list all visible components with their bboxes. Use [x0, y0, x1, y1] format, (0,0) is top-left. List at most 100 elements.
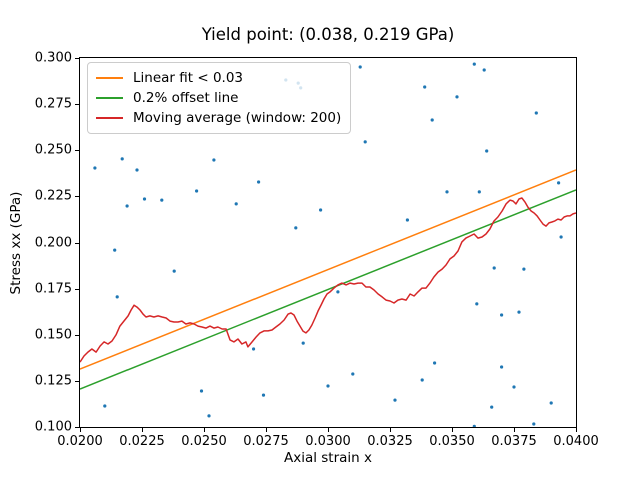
scatter-point: [115, 295, 119, 299]
scatter-point: [113, 248, 117, 252]
scatter-point: [490, 405, 494, 409]
scatter-point: [423, 85, 427, 89]
scatter-point: [482, 68, 486, 72]
legend: Linear fit < 0.03 0.2% offset line Moving …: [87, 62, 352, 134]
y-tick-mark: [75, 58, 79, 59]
y-tick-label: 0.150: [34, 327, 72, 343]
scatter-point: [475, 302, 479, 306]
scatter-point: [142, 197, 147, 201]
scatter-point: [93, 166, 97, 170]
x-tick-mark: [390, 428, 391, 432]
scatter-point: [455, 95, 459, 99]
y-tick-label: 0.300: [34, 50, 72, 66]
x-tick-mark: [328, 428, 329, 432]
legend-entry: 0.2% offset line: [96, 88, 341, 108]
y-tick-label: 0.200: [34, 235, 72, 250]
scatter-point: [301, 341, 305, 345]
scatter-point: [420, 378, 424, 382]
x-tick-label: 0.0225: [119, 434, 165, 449]
y-tick-mark: [75, 104, 79, 106]
y-tick-mark: [75, 150, 79, 152]
y-axis-label: Stress xx (GPa): [8, 191, 24, 295]
x-axis-label: Axial strain x: [283, 450, 373, 466]
legend-label: Moving average (window: 200): [133, 110, 342, 126]
x-tick-label: 0.0275: [243, 434, 289, 449]
x-tick-mark: [142, 428, 143, 432]
y-tick-mark: [75, 427, 79, 428]
scatter-point: [351, 372, 355, 376]
scatter-point: [532, 422, 536, 426]
scatter-point: [500, 365, 504, 369]
x-tick-label: 0.0200: [57, 434, 103, 449]
y-tick-label: 0.125: [34, 373, 72, 389]
scatter-point: [477, 190, 481, 194]
scatter-point: [257, 180, 261, 184]
scatter-point: [172, 269, 176, 273]
scatter-point: [358, 65, 362, 69]
scatter-point: [492, 266, 496, 270]
scatter-point: [500, 313, 504, 317]
legend-line-sample: [96, 97, 123, 99]
legend-entry: Linear fit < 0.03: [96, 68, 341, 88]
scatter-point: [212, 158, 216, 162]
scatter-point: [512, 385, 516, 389]
scatter-point: [234, 202, 238, 206]
x-tick-mark: [452, 428, 453, 432]
chart-title: Yield point: (0.038, 0.219 GPa): [201, 25, 455, 44]
scatter-point: [135, 168, 139, 172]
y-tick-mark: [75, 196, 79, 198]
scatter-point: [405, 218, 409, 222]
scatter-point: [195, 189, 199, 193]
scatter-point: [445, 190, 449, 194]
y-tick-label: 0.275: [34, 96, 72, 112]
scatter-point: [472, 62, 476, 66]
scatter-point: [252, 347, 256, 351]
series-line: [80, 169, 576, 370]
scatter-point: [559, 235, 563, 239]
x-tick-label: 0.0350: [429, 434, 475, 449]
legend-entry: Moving average (window: 200): [96, 108, 341, 128]
y-tick-mark: [75, 288, 79, 290]
scatter-point: [393, 398, 397, 402]
x-tick-mark: [576, 428, 577, 432]
legend-label: Linear fit < 0.03: [133, 70, 243, 86]
x-tick-label: 0.0375: [491, 434, 537, 449]
x-tick-mark: [266, 428, 267, 432]
y-tick-label: 0.225: [34, 188, 72, 204]
series-line: [80, 189, 576, 390]
y-tick-mark: [75, 242, 79, 244]
x-tick-label: 0.0250: [181, 434, 227, 449]
x-tick-label: 0.0300: [305, 434, 351, 449]
scatter-point: [199, 389, 204, 393]
y-tick-label: 0.100: [34, 419, 72, 435]
scatter-point: [319, 208, 323, 212]
y-tick-label: 0.175: [34, 281, 72, 297]
y-tick-mark: [75, 380, 79, 382]
scatter-point: [433, 361, 437, 365]
scatter-point: [557, 181, 561, 185]
x-tick-mark: [514, 428, 515, 432]
y-tick-mark: [75, 334, 79, 336]
scatter-point: [517, 310, 521, 314]
series-line: [80, 197, 576, 363]
scatter-point: [534, 111, 538, 115]
x-tick-label: 0.0325: [367, 434, 413, 449]
scatter-point: [160, 198, 164, 202]
legend-line-sample: [96, 77, 123, 79]
x-tick-mark: [204, 428, 205, 432]
scatter-point: [336, 290, 340, 294]
scatter-point: [326, 384, 330, 388]
scatter-point: [125, 204, 129, 208]
scatter-point: [485, 149, 489, 153]
scatter-point: [207, 414, 211, 418]
scatter-point: [472, 424, 476, 427]
legend-line-sample: [96, 117, 123, 119]
scatter-point: [294, 226, 298, 230]
scatter-point: [120, 157, 124, 161]
scatter-point: [522, 267, 526, 271]
y-tick-label: 0.250: [34, 142, 72, 158]
scatter-point: [549, 401, 553, 405]
scatter-point: [261, 393, 266, 397]
x-tick-mark: [80, 428, 81, 432]
